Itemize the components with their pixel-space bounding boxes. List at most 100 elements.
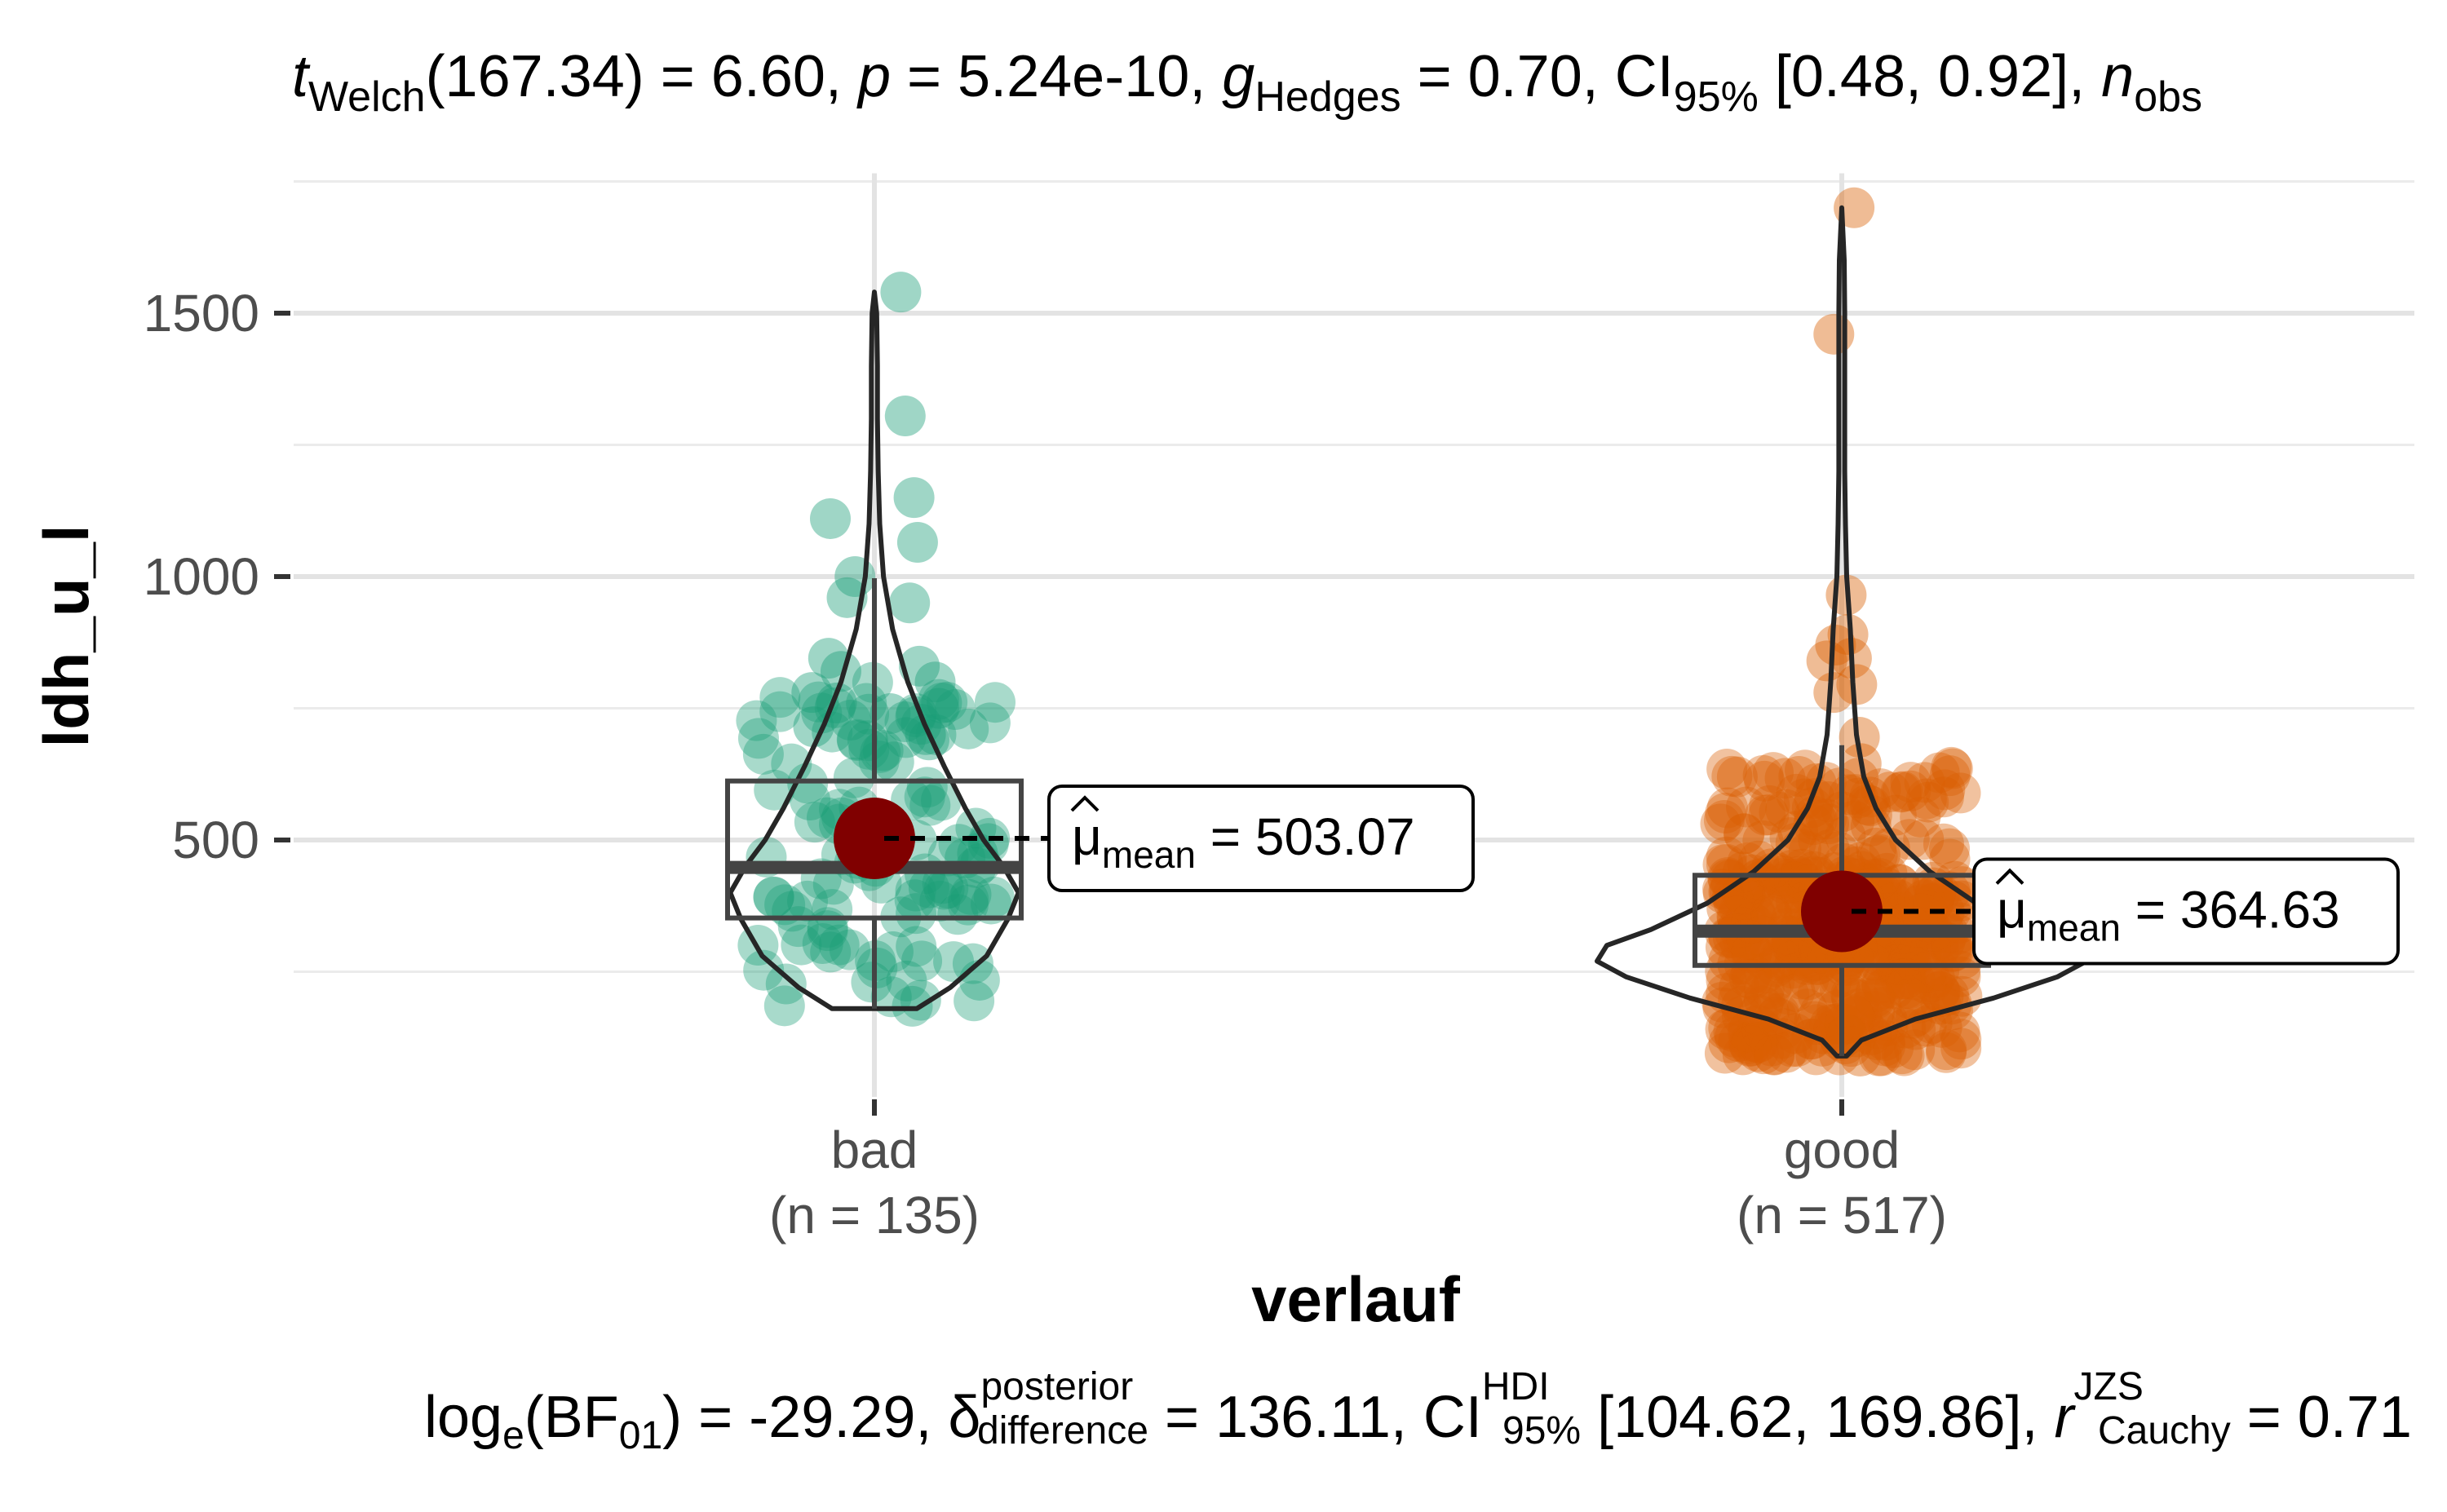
data-point [1919,971,1961,1013]
mean-point [834,798,915,880]
data-point [954,980,995,1022]
data-point [1866,1000,1908,1041]
data-point [884,395,926,436]
data-point [1825,942,1866,984]
data-point [1707,859,1749,900]
data-point [836,718,878,760]
data-point [759,691,801,732]
data-point [1722,1034,1763,1076]
data-point [1737,860,1779,901]
data-point [812,864,854,905]
data-point [895,870,936,912]
data-point [1923,823,1964,864]
data-point [1750,848,1792,890]
data-point [1788,941,1830,983]
data-point [1894,959,1936,1001]
data-point [1889,968,1931,1010]
data-point [1714,1016,1755,1058]
data-point [1885,948,1927,990]
data-point [914,661,956,703]
data-point [847,720,888,762]
data-point [1703,799,1745,841]
data-point [873,741,914,783]
data-point [759,677,801,718]
data-point [1701,981,1743,1023]
data-point [1735,893,1777,935]
data-point [1856,827,1897,869]
data-point [1912,861,1954,903]
data-point [1788,959,1830,1001]
data-point [851,962,892,1003]
data-point [1929,838,1971,880]
data-point [1708,1007,1750,1049]
data-point [899,645,940,687]
data-point [833,757,874,798]
data-point [1864,1019,1905,1061]
data-point [1912,883,1954,925]
data-point [1797,974,1839,1015]
data-point [1774,970,1816,1012]
data-point [1900,796,1941,838]
data-point [763,985,805,1027]
data-point [1918,970,1960,1012]
data-point [1887,942,1928,984]
data-point [830,699,871,741]
data-point [1805,798,1847,840]
data-point [1808,803,1849,845]
data-point [764,884,806,926]
mean-label: μmean = 503.07 [1072,807,1415,876]
data-point [1754,1034,1795,1076]
data-point [1786,988,1828,1030]
data-point [1858,1035,1900,1077]
data-point [826,577,868,618]
group-bad: μmean = 503.07 [725,272,1475,1027]
data-point [1768,974,1810,1015]
data-point [1728,957,1770,999]
data-point [1873,1027,1914,1068]
data-point [947,884,989,926]
data-point [1878,889,1919,931]
data-point [1769,858,1811,900]
data-point [1708,1022,1750,1063]
data-point [1861,987,1902,1028]
data-point [872,931,914,973]
data-point [896,522,938,564]
data-point [753,877,794,918]
data-point [1854,991,1896,1032]
data-point [1788,831,1830,873]
data-point [1745,794,1786,836]
data-point [1706,787,1748,829]
data-point [1884,940,1926,982]
data-point [1780,958,1821,1000]
data-point [808,638,849,679]
data-point [802,922,843,964]
data-point [1861,962,1902,1004]
data-point [893,477,935,519]
data-point [793,706,834,748]
data-point [974,682,1016,723]
data-point [1940,1028,1982,1069]
data-point [1834,996,1876,1037]
data-point [807,910,848,952]
data-point [1841,992,1883,1033]
data-point [1790,1019,1831,1060]
data-point [1771,1026,1812,1068]
data-point [1890,978,1931,1019]
data-point [1883,1035,1925,1077]
data-groups: μmean = 503.07 μmean = 364.63 [725,187,2400,1077]
data-point [1924,769,1966,811]
data-point [870,692,911,734]
data-point [1759,937,1801,979]
data-point [837,719,878,761]
data-point [1929,871,1971,913]
data-point [1918,752,1960,794]
data-point [921,780,962,821]
data-point [1775,939,1816,981]
data-point [1705,793,1746,834]
data-point [1742,939,1784,980]
data-point [1907,950,1949,992]
data-point [1808,780,1849,822]
data-point [1806,640,1847,682]
y-tick-label: 500 [172,811,259,869]
data-point [1894,874,1936,916]
